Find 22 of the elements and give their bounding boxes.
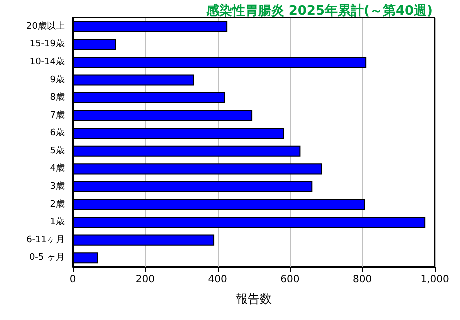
- y-tick-label: 20歳以上: [26, 20, 65, 32]
- x-tick-label: 200: [136, 274, 155, 286]
- x-tick-label: 600: [280, 274, 300, 286]
- y-tick-label: 1歳: [50, 216, 65, 228]
- x-axis-title: 報告数: [236, 292, 272, 306]
- y-tick-label: 4歳: [50, 163, 65, 174]
- y-tick-label: 2歳: [50, 198, 65, 210]
- y-tick-label: 6-11ヶ月: [26, 235, 65, 246]
- y-tick-label: 9歳: [50, 74, 65, 86]
- x-tick-label: 1,000: [420, 274, 450, 286]
- y-tick-label: 6歳: [50, 128, 65, 139]
- x-tick-label: 800: [353, 274, 372, 286]
- y-tick-label: 5歳: [50, 145, 65, 156]
- chart-title: 感染性胃腸炎 2025年累計(～第40週): [205, 3, 434, 19]
- x-tick-label: 0: [70, 274, 76, 286]
- y-tick-label: 3歳: [50, 180, 65, 192]
- y-tick-label: 7歳: [50, 110, 65, 121]
- y-tick-label: 15-19歳: [30, 38, 65, 50]
- y-tick-label: 10-14歳: [30, 56, 65, 68]
- y-tick-label: 8歳: [50, 92, 65, 104]
- x-tick-label: 400: [208, 274, 228, 286]
- y-tick-label: 0-5 ヶ月: [29, 253, 65, 264]
